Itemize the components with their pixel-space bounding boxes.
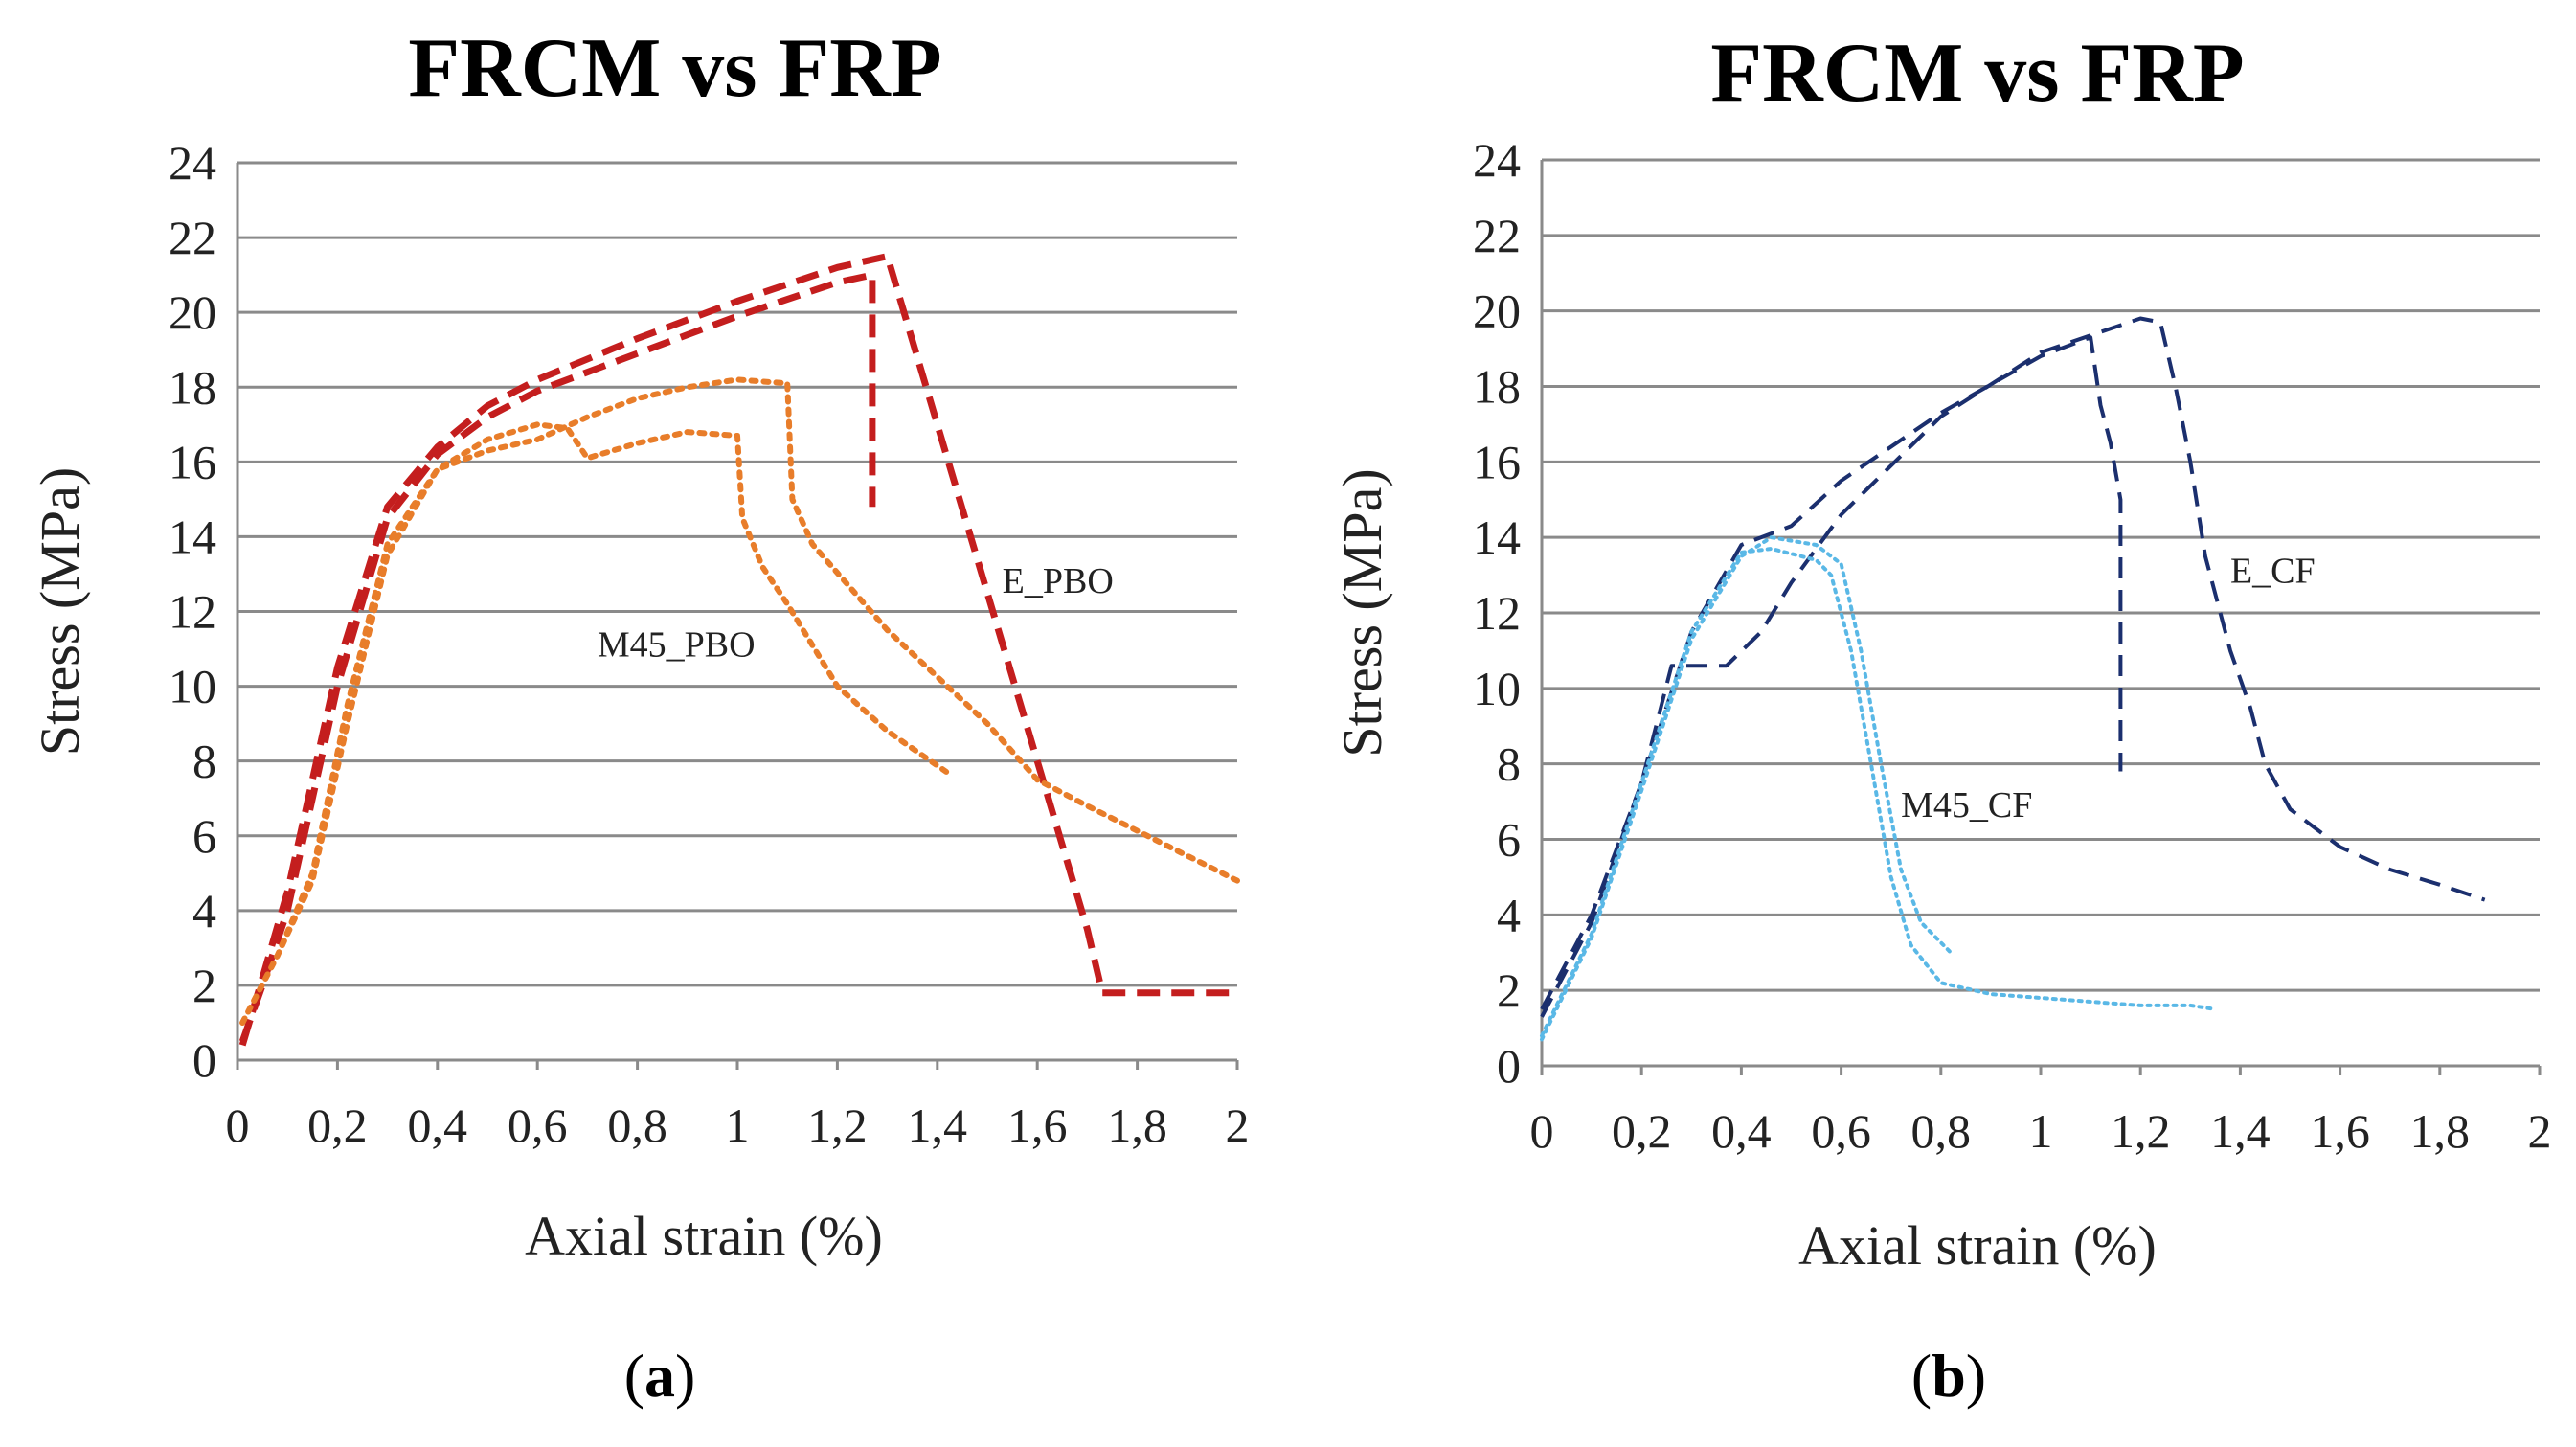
caption-letter: b [1932,1342,1966,1410]
caption-open-paren: ( [1911,1342,1932,1410]
x-tick-label: 1,2 [807,1098,868,1152]
x-tick-label: 1 [726,1098,750,1152]
series-line [1540,547,2218,1038]
y-tick-label: 20 [1473,284,1521,338]
series-line [1540,316,2486,1018]
x-tick-label: 0,6 [1811,1104,1871,1158]
series-line [239,421,956,1026]
y-tick-label: 12 [1473,586,1521,640]
x-tick-label: 0,6 [508,1098,568,1152]
y-tick-label: 6 [192,809,216,863]
x-tick-label: 1,8 [1107,1098,1167,1152]
y-tick-label: 8 [1497,737,1521,791]
series-line [238,253,1237,1047]
series-annotation: M45_PBO [598,624,756,665]
series-annotation: M45_CF [1901,785,2032,825]
x-tick-label: 1 [2029,1104,2053,1158]
chart-panel-a: FRCM vs FRP 0 2 4 6 8 10 12 14 16 18 20 22 24 0 0,2 0,4 0… [29,22,1250,1410]
chart-title: FRCM vs FRP [408,22,941,115]
caption-open-paren: ( [624,1342,644,1410]
y-tick-label: 24 [169,136,216,190]
x-tick-label: 0,4 [408,1098,468,1152]
x-tick-label: 1,4 [2210,1104,2271,1158]
series-line [239,376,1240,1026]
x-axis-label: Axial strain (%) [1798,1214,2157,1277]
y-tick-label: 20 [169,285,216,339]
x-tick-label: 0,8 [607,1098,667,1152]
series-line [1540,535,1954,1042]
y-tick-label: 8 [192,735,216,788]
x-tick-label: 1,4 [908,1098,968,1152]
y-tick-label: 4 [1497,888,1521,941]
x-tick-label: 0,2 [1612,1104,1672,1158]
x-tick-label: 1,6 [1007,1098,1068,1152]
x-tick-label: 1,2 [2111,1104,2171,1158]
y-tick-label: 14 [169,509,216,563]
x-tick-label: 0,4 [1711,1104,1772,1158]
chart-panel-b: FRCM vs FRP 0 2 4 6 8 10 12 14 16 18 20 22 24 0 0,2 0,4 0… [1288,0,2576,1447]
y-tick-label: 6 [1497,813,1521,867]
series-line [238,271,876,1043]
y-tick-label: 10 [1473,662,1521,715]
y-tick-label: 0 [1497,1039,1521,1093]
caption-close-paren: ) [1966,1342,1986,1410]
y-tick-label: 4 [192,884,216,938]
chart-title: FRCM vs FRP [1710,27,2244,120]
x-tick-label: 1,6 [2310,1104,2370,1158]
y-tick-label: 16 [1473,435,1521,488]
x-tick-label: 1,8 [2410,1104,2471,1158]
series-annotation: E_CF [2230,551,2316,591]
y-tick-label: 10 [169,660,216,713]
y-axis-label: Stress (MPa) [1331,468,1393,757]
caption-letter: a [644,1342,675,1410]
x-tick-label: 0,8 [1911,1104,1972,1158]
y-tick-label: 18 [1473,360,1521,414]
x-tick-label: 2 [2528,1104,2552,1158]
x-tick-label: 0 [226,1098,250,1152]
y-tick-label: 2 [1497,963,1521,1017]
series-annotation: E_PBO [1003,561,1114,601]
caption-close-paren: ) [675,1342,695,1410]
y-tick-label: 22 [169,211,216,264]
series-line [1540,335,2123,1010]
y-axis-label: Stress (MPa) [29,467,91,756]
y-tick-label: 2 [192,959,216,1012]
x-axis-label: Axial strain (%) [525,1205,883,1267]
y-tick-label: 12 [169,585,216,639]
y-tick-label: 22 [1473,209,1521,262]
y-tick-label: 0 [192,1033,216,1087]
x-tick-label: 0,2 [307,1098,368,1152]
x-tick-label: 2 [1226,1098,1250,1152]
panel-caption: (b) [1911,1342,1986,1410]
y-tick-label: 14 [1473,510,1521,564]
y-tick-label: 16 [169,435,216,488]
panel-caption: (a) [624,1342,696,1410]
y-tick-label: 18 [169,360,216,414]
y-tick-label: 24 [1473,133,1521,187]
x-tick-label: 0 [1530,1104,1554,1158]
